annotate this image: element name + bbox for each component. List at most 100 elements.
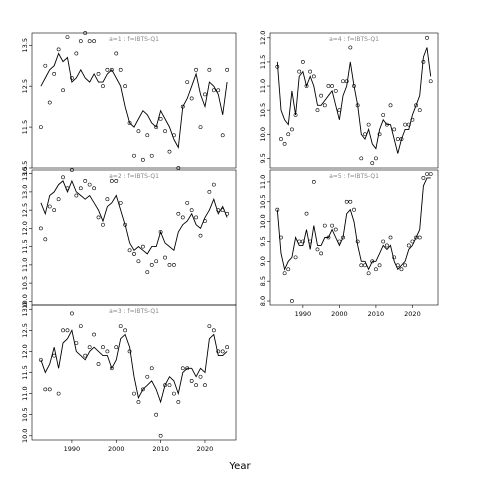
data-point — [92, 186, 96, 191]
panel-frame — [269, 169, 439, 306]
data-point — [65, 35, 70, 39]
data-point — [363, 263, 367, 268]
data-point — [109, 179, 114, 183]
data-point — [74, 341, 79, 345]
data-point — [78, 186, 83, 191]
y-tick-label: 11.5 — [259, 55, 267, 69]
data-point — [282, 271, 287, 276]
data-point — [370, 161, 375, 166]
panel-frame — [31, 169, 237, 306]
data-point — [225, 67, 230, 72]
data-point — [392, 255, 397, 260]
y-tick-label: 11.5 — [21, 239, 29, 253]
data-point — [149, 366, 154, 371]
fitted-line — [40, 52, 228, 149]
data-point — [399, 267, 404, 272]
y-tick-label: 13.5 — [21, 166, 29, 180]
data-point — [341, 235, 345, 240]
data-point — [198, 125, 203, 129]
data-point — [425, 172, 429, 176]
data-point — [87, 39, 92, 44]
data-point — [388, 235, 393, 240]
data-point — [61, 88, 65, 93]
data-point — [344, 199, 349, 204]
data-point — [194, 67, 198, 72]
data-point — [293, 113, 298, 117]
data-point — [163, 383, 167, 388]
data-point — [70, 168, 74, 172]
data-point — [216, 88, 221, 93]
data-point — [374, 267, 378, 272]
data-point — [211, 88, 216, 93]
data-point — [78, 324, 83, 328]
panel-5: a=5 : f=IBTS-Q1 8.0 8.5 9.0 9.5 10.0 10.5 11.0 1… — [259, 169, 439, 318]
data-point — [216, 349, 221, 354]
data-point — [308, 69, 313, 74]
data-point — [207, 189, 212, 194]
x-tick-label: 2010 — [152, 445, 169, 453]
data-point — [225, 345, 230, 350]
data-point — [149, 153, 154, 158]
data-point — [61, 328, 65, 333]
y-tick-label: 10.5 — [21, 276, 29, 290]
data-point — [311, 74, 316, 79]
data-point — [43, 237, 48, 242]
data-point — [105, 197, 110, 202]
data-point — [65, 328, 70, 333]
y-tick-label: 8.0 — [259, 296, 267, 306]
data-point — [56, 47, 61, 52]
data-point — [101, 345, 105, 350]
data-point — [359, 156, 364, 161]
data-point — [158, 433, 163, 438]
y-tick-label: 12.5 — [21, 79, 29, 93]
data-point — [38, 357, 43, 362]
data-point — [220, 349, 225, 354]
data-point — [96, 215, 101, 220]
data-point — [172, 391, 176, 396]
y-tick-label: 13.5 — [21, 38, 29, 52]
data-point — [319, 251, 324, 256]
data-point — [83, 179, 88, 183]
data-point — [203, 92, 207, 97]
data-point — [297, 239, 302, 244]
data-point — [180, 366, 185, 371]
data-point — [118, 324, 123, 328]
data-point — [428, 172, 433, 176]
panel-4: a=4 : f=IBTS-Q1 9.5 10.0 10.5 11.0 11.5 12.0 — [259, 31, 439, 169]
data-point — [176, 166, 181, 170]
data-point — [105, 349, 110, 354]
data-point — [47, 204, 52, 209]
panel-title: a=3 : f=IBTS-Q1 — [109, 308, 159, 315]
data-point — [56, 197, 61, 202]
data-point — [176, 400, 181, 404]
data-point — [158, 117, 163, 121]
data-point — [333, 88, 338, 93]
data-point — [290, 127, 294, 132]
panel-frame — [269, 32, 439, 169]
data-point — [341, 79, 345, 84]
y-tick-label: 11.0 — [259, 175, 267, 189]
fitted-line — [40, 328, 228, 404]
data-point — [279, 235, 283, 240]
data-point — [132, 153, 136, 158]
data-point — [344, 79, 349, 84]
data-point — [370, 259, 375, 264]
data-point — [123, 328, 128, 333]
x-axis-label: Year — [228, 461, 251, 472]
data-point — [363, 132, 367, 137]
data-point — [185, 200, 190, 205]
data-point — [154, 259, 159, 264]
data-point — [315, 247, 320, 252]
data-point — [333, 227, 338, 232]
data-point — [47, 387, 52, 392]
data-point — [279, 137, 283, 141]
data-point — [198, 374, 203, 379]
data-point — [38, 125, 43, 129]
data-point — [105, 67, 110, 72]
data-point — [198, 233, 203, 238]
data-point — [414, 103, 418, 108]
fitted-line — [40, 179, 228, 255]
panel-title: a=2 : f=IBTS-Q1 — [109, 173, 159, 180]
data-point — [290, 299, 294, 303]
